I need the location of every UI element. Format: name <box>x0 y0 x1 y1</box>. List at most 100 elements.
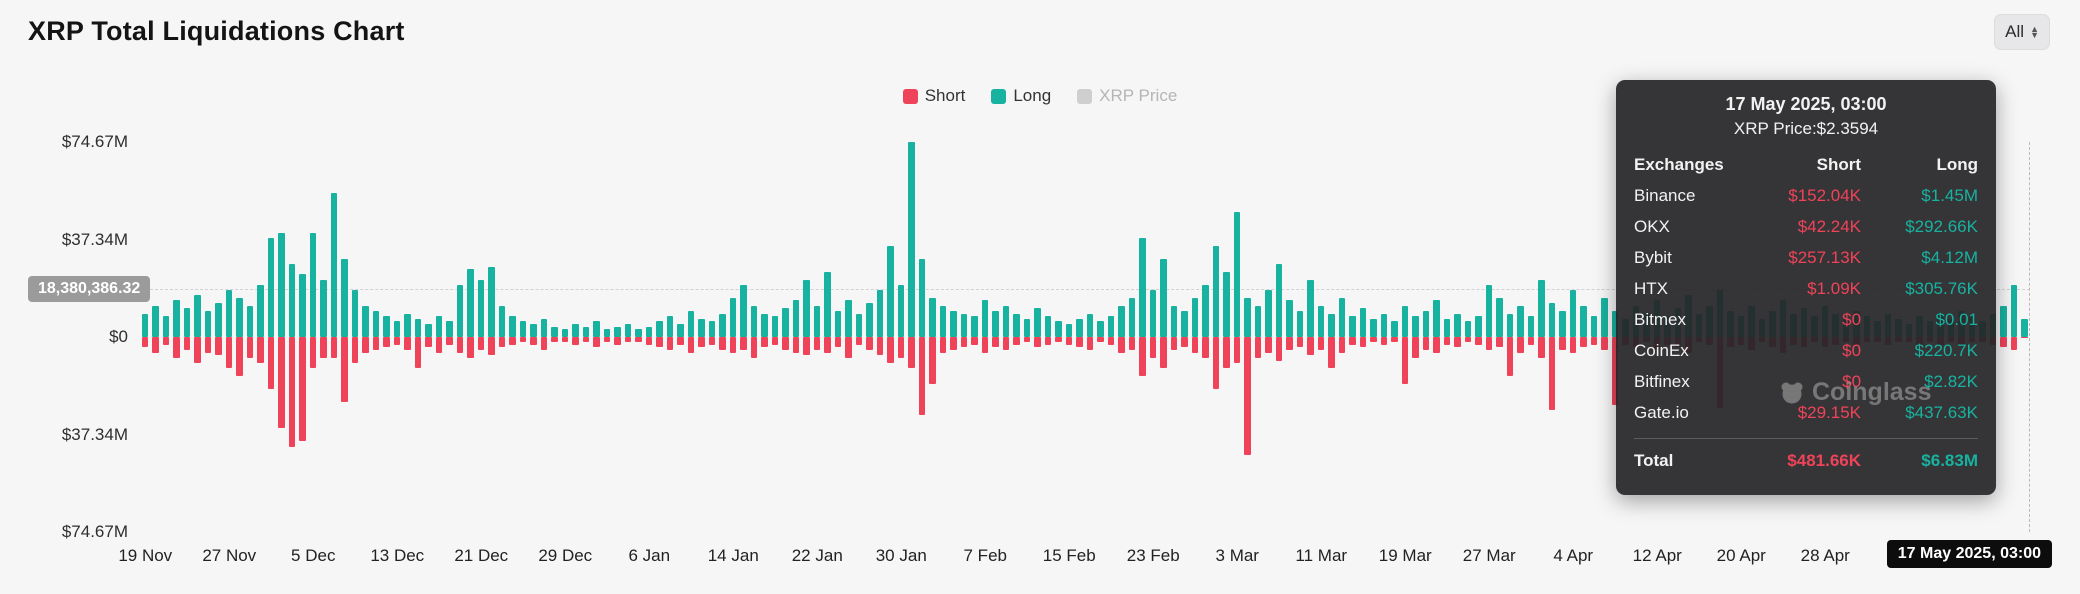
bar-long[interactable] <box>288 263 296 337</box>
bar-long[interactable] <box>824 271 831 337</box>
bar-long[interactable] <box>1065 323 1073 337</box>
bar-long[interactable] <box>1349 316 1356 337</box>
bar-long[interactable] <box>677 323 684 337</box>
bar-long[interactable] <box>971 316 978 337</box>
bar-short[interactable] <box>1097 337 1104 343</box>
bar-long[interactable] <box>320 279 327 337</box>
bar-long[interactable] <box>467 269 474 337</box>
bar-short[interactable] <box>929 337 936 384</box>
bar-short[interactable] <box>656 337 663 348</box>
bar-short[interactable] <box>1527 337 1535 345</box>
bar-short[interactable] <box>740 337 747 351</box>
bar-short[interactable] <box>1149 337 1157 358</box>
bar-short[interactable] <box>141 337 149 348</box>
bar-short[interactable] <box>645 337 653 345</box>
bar-short[interactable] <box>1244 337 1251 455</box>
bar-long[interactable] <box>614 326 621 337</box>
bar-long[interactable] <box>299 274 306 337</box>
bar-long[interactable] <box>1170 305 1178 337</box>
bar-short[interactable] <box>2010 337 2018 351</box>
bar-short[interactable] <box>960 337 968 348</box>
bar-long[interactable] <box>1475 316 1482 337</box>
bar-short[interactable] <box>404 337 411 351</box>
bar-long[interactable] <box>530 323 537 337</box>
bar-long[interactable] <box>908 142 915 337</box>
bar-short[interactable] <box>1181 337 1188 348</box>
bar-short[interactable] <box>992 337 999 348</box>
bar-long[interactable] <box>1370 318 1377 337</box>
bar-long[interactable] <box>960 313 968 337</box>
legend-item-long[interactable]: Long <box>991 86 1051 106</box>
bar-short[interactable] <box>572 337 579 345</box>
bar-long[interactable] <box>887 245 894 337</box>
bar-long[interactable] <box>204 310 212 337</box>
bar-short[interactable] <box>1013 337 1020 345</box>
bar-long[interactable] <box>246 305 254 337</box>
bar-long[interactable] <box>236 297 243 337</box>
bar-short[interactable] <box>446 337 453 345</box>
bar-short[interactable] <box>813 337 821 351</box>
bar-short[interactable] <box>1044 337 1052 345</box>
bar-long[interactable] <box>1307 279 1314 337</box>
bar-short[interactable] <box>803 337 810 356</box>
bar-short[interactable] <box>152 337 159 353</box>
bar-long[interactable] <box>1296 310 1304 337</box>
bar-short[interactable] <box>1401 337 1409 384</box>
bar-short[interactable] <box>855 337 863 345</box>
bar-short[interactable] <box>666 337 674 351</box>
bar-long[interactable] <box>698 318 705 337</box>
bar-short[interactable] <box>1338 337 1346 353</box>
bar-long[interactable] <box>1433 300 1440 337</box>
bar-short[interactable] <box>677 337 684 345</box>
bar-short[interactable] <box>1370 337 1377 343</box>
bar-short[interactable] <box>1086 337 1094 351</box>
bar-short[interactable] <box>1076 337 1083 348</box>
bar-long[interactable] <box>582 326 590 337</box>
bar-long[interactable] <box>1002 305 1010 337</box>
bar-short[interactable] <box>435 337 443 353</box>
bar-short[interactable] <box>267 337 275 390</box>
bar-short[interactable] <box>866 337 873 351</box>
bar-long[interactable] <box>1506 313 1514 337</box>
bar-long[interactable] <box>1254 305 1262 337</box>
bar-long[interactable] <box>1391 321 1398 337</box>
bar-long[interactable] <box>540 318 548 337</box>
bar-short[interactable] <box>1496 337 1503 348</box>
bar-long[interactable] <box>1464 321 1472 337</box>
bar-short[interactable] <box>1548 337 1556 411</box>
bar-long[interactable] <box>1223 271 1230 337</box>
bar-long[interactable] <box>1454 313 1461 337</box>
bar-short[interactable] <box>215 337 222 356</box>
bar-long[interactable] <box>1107 316 1115 337</box>
bar-short[interactable] <box>530 337 537 345</box>
bar-short[interactable] <box>246 337 254 358</box>
bar-short[interactable] <box>351 337 359 364</box>
bar-long[interactable] <box>918 258 926 337</box>
bar-short[interactable] <box>1443 337 1451 345</box>
bar-short[interactable] <box>425 337 432 348</box>
bar-long[interactable] <box>929 297 936 337</box>
bar-long[interactable] <box>1076 318 1083 337</box>
bar-short[interactable] <box>2021 337 2028 339</box>
bar-long[interactable] <box>141 313 149 337</box>
bar-short[interactable] <box>971 337 978 345</box>
bar-short[interactable] <box>876 337 884 356</box>
bar-long[interactable] <box>1181 310 1188 337</box>
bar-short[interactable] <box>540 337 548 351</box>
bar-short[interactable] <box>687 337 695 353</box>
bar-long[interactable] <box>1328 313 1335 337</box>
bar-short[interactable] <box>1233 337 1241 364</box>
bar-short[interactable] <box>362 337 369 353</box>
bar-short[interactable] <box>561 337 569 343</box>
bar-long[interactable] <box>1055 321 1062 337</box>
bar-short[interactable] <box>1517 337 1524 353</box>
bar-short[interactable] <box>1485 337 1493 351</box>
bar-short[interactable] <box>950 337 957 351</box>
bar-short[interactable] <box>635 337 642 343</box>
bar-short[interactable] <box>509 337 516 345</box>
bar-short[interactable] <box>488 337 495 356</box>
bar-short[interactable] <box>1559 337 1566 351</box>
bar-long[interactable] <box>1013 313 1020 337</box>
bar-long[interactable] <box>194 295 201 337</box>
bar-short[interactable] <box>257 337 264 364</box>
